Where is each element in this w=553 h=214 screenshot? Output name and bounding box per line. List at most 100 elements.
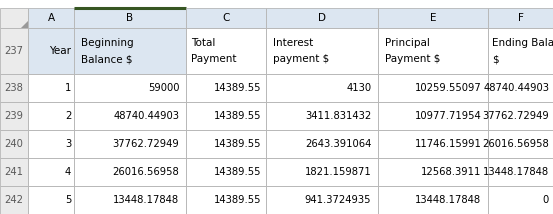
Text: 26016.56958: 26016.56958 — [112, 167, 179, 177]
Bar — [378, 186, 488, 214]
Bar — [28, 186, 74, 214]
Text: 10977.71954: 10977.71954 — [415, 111, 482, 121]
Text: 1: 1 — [65, 83, 71, 93]
Text: D: D — [318, 13, 326, 23]
Text: 37762.72949: 37762.72949 — [112, 139, 179, 149]
Bar — [186, 74, 266, 102]
Bar — [186, 28, 266, 74]
Bar — [378, 8, 488, 28]
Text: 12568.3911: 12568.3911 — [421, 167, 482, 177]
Text: 14389.55: 14389.55 — [213, 139, 261, 149]
Bar — [266, 158, 378, 186]
Text: Total: Total — [191, 38, 215, 48]
Bar — [378, 102, 488, 130]
Bar — [488, 130, 553, 158]
Bar — [266, 130, 378, 158]
Text: Year: Year — [49, 46, 71, 56]
Bar — [488, 74, 553, 102]
Text: 14389.55: 14389.55 — [213, 167, 261, 177]
Bar — [488, 28, 553, 74]
Bar — [266, 74, 378, 102]
Text: 1821.159871: 1821.159871 — [305, 167, 371, 177]
Bar — [74, 74, 186, 102]
Bar — [28, 158, 74, 186]
Bar — [186, 158, 266, 186]
Text: 238: 238 — [4, 83, 23, 93]
Text: 13448.17848: 13448.17848 — [113, 195, 179, 205]
Text: B: B — [127, 13, 134, 23]
Text: 48740.44903: 48740.44903 — [113, 111, 179, 121]
Text: 5: 5 — [65, 195, 71, 205]
Text: 4: 4 — [65, 167, 71, 177]
Bar — [28, 74, 74, 102]
Text: 239: 239 — [4, 111, 23, 121]
Text: 3: 3 — [65, 139, 71, 149]
Text: 2643.391064: 2643.391064 — [305, 139, 371, 149]
Polygon shape — [21, 21, 28, 28]
Bar — [266, 186, 378, 214]
Text: 37762.72949: 37762.72949 — [482, 111, 549, 121]
Bar — [0, 8, 28, 28]
Text: 48740.44903: 48740.44903 — [483, 83, 549, 93]
Bar — [488, 186, 553, 214]
Text: 4130: 4130 — [346, 83, 371, 93]
Text: $: $ — [492, 54, 498, 64]
Text: C: C — [222, 13, 229, 23]
Bar — [0, 186, 28, 214]
Bar — [378, 130, 488, 158]
Text: 26016.56958: 26016.56958 — [482, 139, 549, 149]
Bar — [186, 102, 266, 130]
Text: 2: 2 — [65, 111, 71, 121]
Text: 941.3724935: 941.3724935 — [305, 195, 371, 205]
Bar — [74, 8, 186, 28]
Text: E: E — [430, 13, 436, 23]
Bar — [186, 130, 266, 158]
Bar — [28, 130, 74, 158]
Text: F: F — [518, 13, 524, 23]
Text: Ending Balance: Ending Balance — [492, 38, 553, 48]
Bar — [186, 186, 266, 214]
Text: 242: 242 — [4, 195, 23, 205]
Bar — [28, 102, 74, 130]
Text: 240: 240 — [4, 139, 23, 149]
Text: 59000: 59000 — [148, 83, 179, 93]
Text: 14389.55: 14389.55 — [213, 195, 261, 205]
Bar — [74, 102, 186, 130]
Text: 13448.17848: 13448.17848 — [415, 195, 482, 205]
Bar — [0, 28, 28, 74]
Text: 3411.831432: 3411.831432 — [305, 111, 371, 121]
Bar — [28, 8, 74, 28]
Text: Interest: Interest — [273, 38, 313, 48]
Text: 0: 0 — [543, 195, 549, 205]
Bar — [74, 186, 186, 214]
Text: Payment $: Payment $ — [384, 54, 440, 64]
Bar — [0, 74, 28, 102]
Bar — [488, 8, 553, 28]
Text: Principal: Principal — [384, 38, 430, 48]
Text: Balance $: Balance $ — [81, 54, 132, 64]
Bar — [488, 102, 553, 130]
Text: 13448.17848: 13448.17848 — [483, 167, 549, 177]
Bar — [488, 158, 553, 186]
Bar — [378, 158, 488, 186]
Text: A: A — [48, 13, 55, 23]
Text: 11746.15991: 11746.15991 — [415, 139, 482, 149]
Bar — [378, 28, 488, 74]
Text: 10259.55097: 10259.55097 — [415, 83, 482, 93]
Text: 14389.55: 14389.55 — [213, 111, 261, 121]
Bar — [0, 130, 28, 158]
Bar — [0, 158, 28, 186]
Bar — [74, 28, 186, 74]
Bar — [378, 74, 488, 102]
Bar — [0, 102, 28, 130]
Bar — [186, 8, 266, 28]
Text: Payment: Payment — [191, 54, 236, 64]
Text: 14389.55: 14389.55 — [213, 83, 261, 93]
Bar — [266, 8, 378, 28]
Text: payment $: payment $ — [273, 54, 329, 64]
Bar — [28, 28, 74, 74]
Text: 241: 241 — [4, 167, 23, 177]
Text: 237: 237 — [4, 46, 23, 56]
Text: Beginning: Beginning — [81, 38, 133, 48]
Bar — [266, 102, 378, 130]
